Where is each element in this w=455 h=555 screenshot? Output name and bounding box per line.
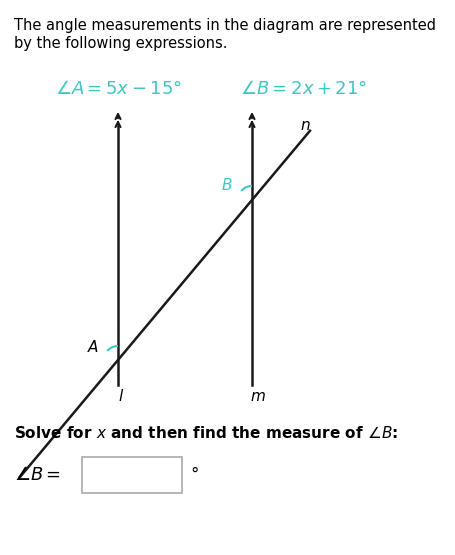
Text: Solve for $x$ and then find the measure of $\angle B$:: Solve for $x$ and then find the measure … xyxy=(14,425,397,441)
Text: m: m xyxy=(250,389,265,404)
Text: A: A xyxy=(88,341,98,356)
Text: l: l xyxy=(119,389,123,404)
Text: $\angle A = 5x - 15°$: $\angle A = 5x - 15°$ xyxy=(55,80,182,98)
FancyBboxPatch shape xyxy=(82,457,182,493)
Text: °: ° xyxy=(190,466,198,484)
Text: $\angle B = 2x + 21°$: $\angle B = 2x + 21°$ xyxy=(239,80,366,98)
Text: n: n xyxy=(299,118,309,133)
Text: The angle measurements in the diagram are represented: The angle measurements in the diagram ar… xyxy=(14,18,435,33)
Text: $\angle B =$: $\angle B =$ xyxy=(14,466,61,484)
Text: B: B xyxy=(222,178,232,193)
Text: by the following expressions.: by the following expressions. xyxy=(14,36,227,51)
